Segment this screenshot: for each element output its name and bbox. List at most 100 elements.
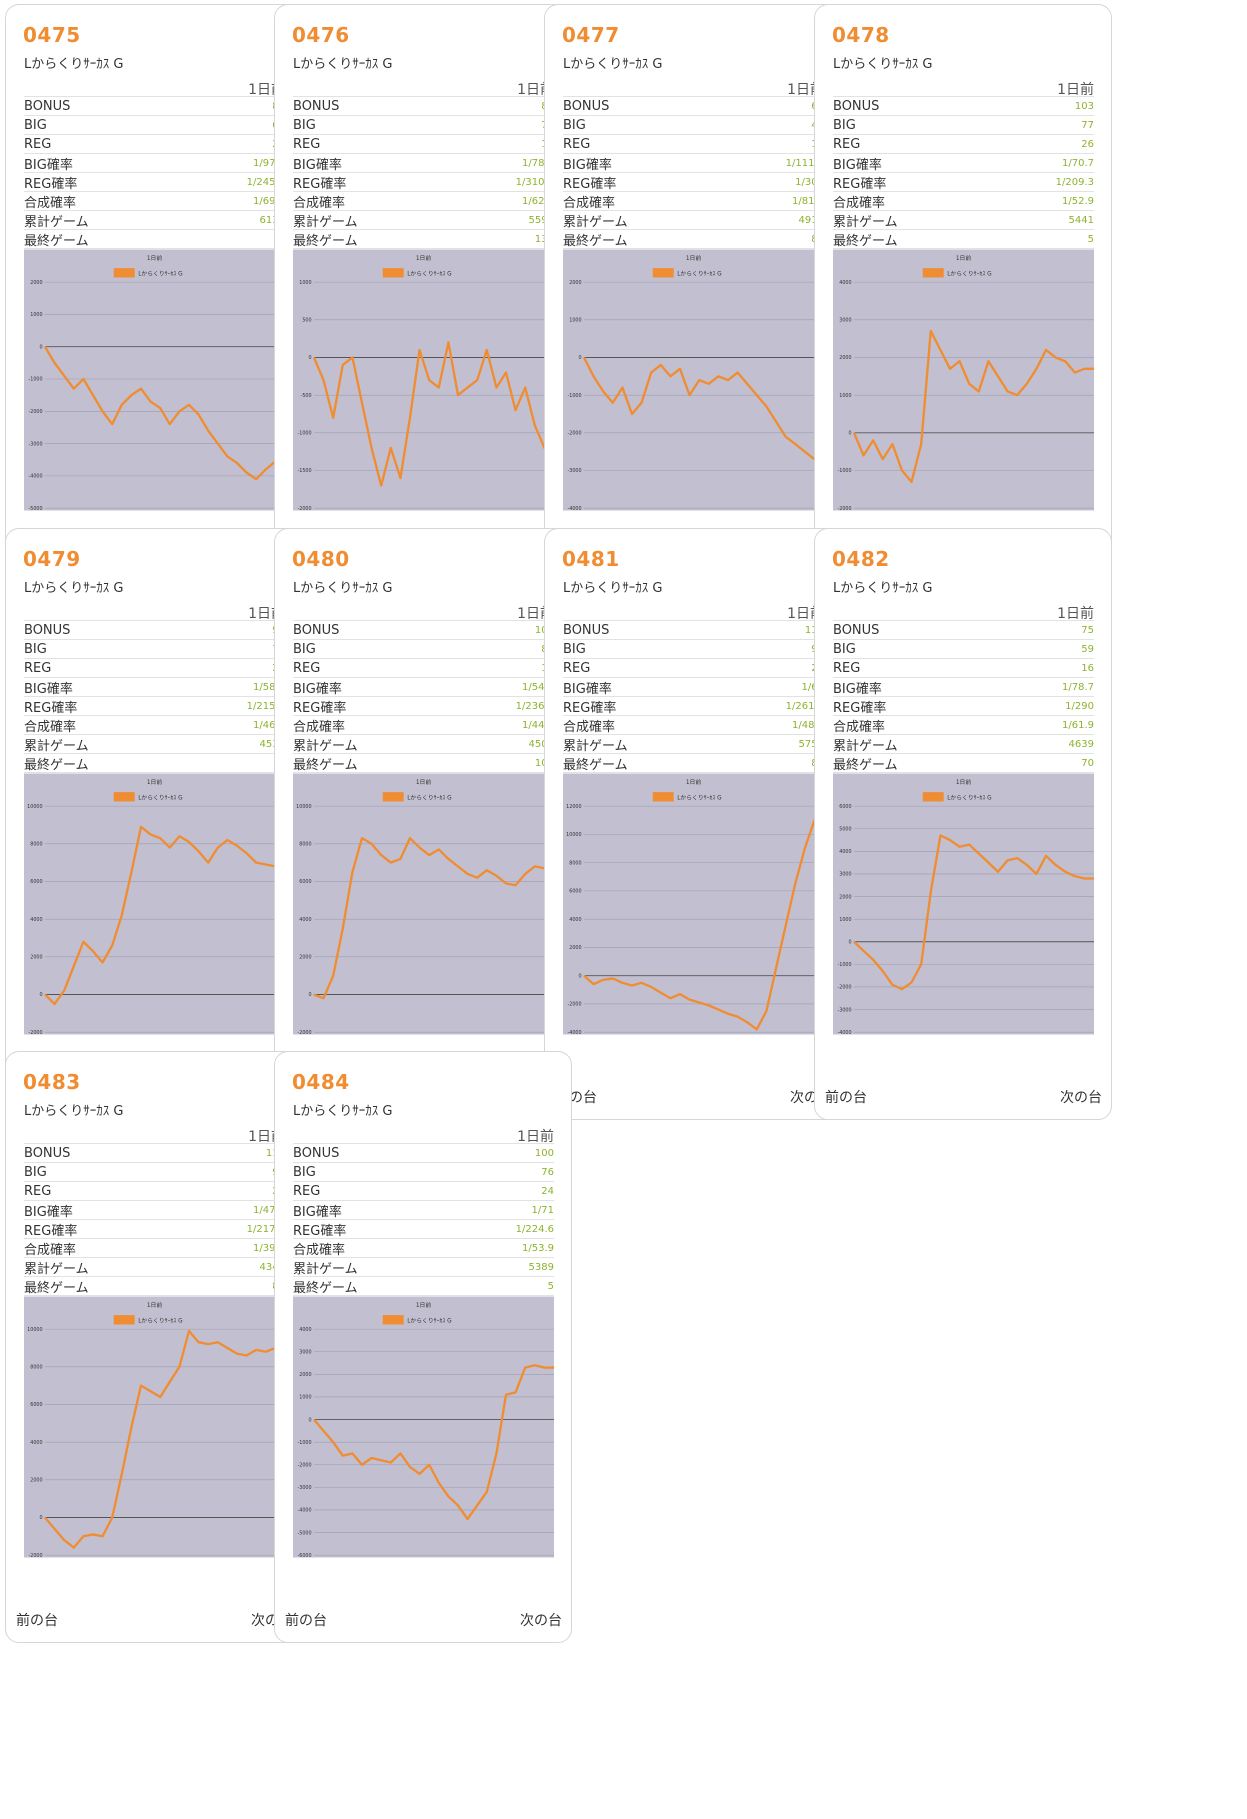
y-tick-label: 0	[40, 1515, 43, 1521]
chart-background	[833, 773, 1094, 1035]
payout-chart: 1日前 Lからくりｻｰｶｽ G 10000 8000 6000 4000 2000 0 -200…	[24, 1296, 285, 1558]
y-tick-label: 0	[579, 355, 582, 361]
machine-number[interactable]: 0482	[832, 547, 890, 571]
stat-label: 最終ゲーム	[833, 757, 898, 773]
stat-value: 16	[1081, 662, 1094, 674]
y-tick-label: 4000	[569, 917, 581, 923]
stat-label: BIG確率	[563, 157, 612, 173]
next-machine-link[interactable]: 次の台	[1060, 1090, 1102, 1106]
y-tick-label: -2000	[567, 431, 581, 437]
machine-number[interactable]: 0477	[562, 23, 620, 47]
stats-row: BIG 77	[833, 115, 1094, 134]
y-tick-label: -3000	[837, 1007, 851, 1013]
stats-row: REG確率 1/236.9	[293, 696, 554, 716]
y-tick-label: -2000	[297, 1030, 311, 1035]
stat-label: 合成確率	[293, 719, 346, 735]
y-tick-label: 4000	[30, 917, 42, 923]
y-tick-label: 2000	[839, 355, 851, 361]
y-tick-label: 1000	[839, 393, 851, 399]
stat-label: BONUS	[833, 98, 880, 114]
payout-chart: 1日前 Lからくりｻｰｶｽ G 4000 3000 2000 1000 0 -1000 -200…	[293, 1296, 554, 1558]
legend-swatch	[113, 268, 135, 278]
y-tick-label: -3000	[28, 441, 42, 447]
y-tick-label: -5000	[297, 1530, 311, 1536]
stats-row: REG確率 1/290	[833, 696, 1094, 716]
stats-row: BIG確率 1/78.7	[833, 677, 1094, 697]
y-tick-label: 10000	[27, 804, 43, 810]
stat-label: 累計ゲーム	[833, 214, 898, 230]
machine-number[interactable]: 0481	[562, 547, 620, 571]
y-tick-label: 3000	[299, 1349, 311, 1355]
day-label: 1日前	[1057, 606, 1094, 622]
machine-number[interactable]: 0480	[292, 547, 350, 571]
prev-machine-link[interactable]: 前の台	[825, 1090, 867, 1106]
stat-label: 累計ゲーム	[563, 738, 628, 754]
machine-name: Lからくりｻｰｶｽ G	[563, 581, 663, 596]
prev-machine-link[interactable]: 前の台	[16, 1613, 58, 1629]
stats-row: REG21	[24, 658, 285, 677]
y-tick-label: 8000	[299, 842, 311, 848]
stat-label: BIG	[563, 117, 586, 133]
machine-number[interactable]: 0476	[292, 23, 350, 47]
stats-row: 最終ゲーム 5	[293, 1276, 554, 1296]
stat-value: 6131	[259, 214, 285, 226]
stat-label: BIG確率	[833, 681, 882, 697]
stats-row: 最終ゲーム84	[563, 229, 824, 249]
stat-value: 4349	[259, 1261, 285, 1273]
machine-name: Lからくりｻｰｶｽ G	[24, 57, 124, 72]
stat-value: 5590	[528, 214, 554, 226]
y-tick-label: -4000	[28, 474, 42, 480]
machine-card[interactable]: 0478 Lからくりｻｰｶｽ G 1日前 BONUS 103 BIG 77 REG 26 BIG確…	[814, 4, 1112, 596]
stats-row: 累計ゲーム 4531	[24, 734, 285, 754]
legend-swatch	[382, 792, 404, 802]
stat-label: REG確率	[833, 700, 887, 716]
machine-number[interactable]: 0478	[832, 23, 890, 47]
stat-label: BIG確率	[293, 1204, 342, 1220]
machine-number[interactable]: 0483	[23, 1070, 81, 1094]
stat-label: BIG	[293, 641, 316, 657]
y-tick-label: 0	[40, 992, 43, 998]
machine-number[interactable]: 0479	[23, 547, 81, 571]
y-tick-label: 4000	[30, 1440, 42, 1446]
stat-value: 76	[541, 1166, 554, 1178]
legend-label: Lからくりｻｰｶｽ G	[407, 1318, 452, 1325]
chart-title: 1日前	[686, 778, 702, 786]
y-tick-label: 8000	[30, 842, 42, 848]
machine-number[interactable]: 0475	[23, 23, 81, 47]
prev-machine-link[interactable]: 前の台	[285, 1613, 327, 1629]
stats-table: BONUS111BIG91REG20 BIG確率 1/47.8 REG確率 1/217.…	[24, 1143, 285, 1315]
stat-label: 累計ゲーム	[24, 738, 89, 754]
chart-title: 1日前	[956, 254, 972, 262]
stats-table: BONUS102BIG83REG19 BIG確率 1/54.3 REG確率 1/236.…	[293, 620, 554, 792]
machine-name: Lからくりｻｰｶｽ G	[293, 1104, 393, 1119]
stat-label: REG	[24, 660, 52, 676]
next-machine-link[interactable]: 次の台	[520, 1613, 562, 1629]
stat-value: 1/48.8	[792, 719, 824, 731]
stats-row: 合成確率 1/69.7	[24, 191, 285, 211]
stats-row: 累計ゲーム 5590	[293, 210, 554, 230]
machine-card[interactable]: 0480 Lからくりｻｰｶｽ G 1日前BONUS102BIG83REG19BIG確…	[274, 528, 572, 1120]
payout-chart: 1日前 Lからくりｻｰｶｽ G 2000 1000 0 -1000 -2000 -3000 -4…	[24, 249, 285, 511]
payout-chart: 1日前 Lからくりｻｰｶｽ G 10000 8000 6000 4000 2000 0 -200…	[24, 773, 285, 1035]
machine-card[interactable]: 0482 Lからくりｻｰｶｽ G 1日前 BONUS 75 BIG 59 REG 16 BIG確率…	[814, 528, 1112, 1120]
legend-swatch	[113, 1315, 135, 1325]
y-tick-label: 2000	[30, 955, 42, 961]
stat-value: 5	[1087, 233, 1094, 245]
stats-row: 合成確率 1/81.9	[563, 191, 824, 211]
stats-row: BIG44	[563, 115, 824, 134]
machine-card[interactable]: 0484 Lからくりｻｰｶｽ G 1日前 BONUS 100 BIG 76 REG 24 BIG確…	[274, 1051, 572, 1643]
legend-label: Lからくりｻｰｶｽ G	[947, 271, 992, 278]
stat-label: BIG確率	[24, 681, 73, 697]
chart-title: 1日前	[416, 778, 432, 786]
y-tick-label: 0	[579, 973, 582, 979]
stat-label: REG確率	[293, 176, 347, 192]
machine-number[interactable]: 0484	[292, 1070, 350, 1094]
stats-row: BONUS111	[24, 1143, 285, 1162]
